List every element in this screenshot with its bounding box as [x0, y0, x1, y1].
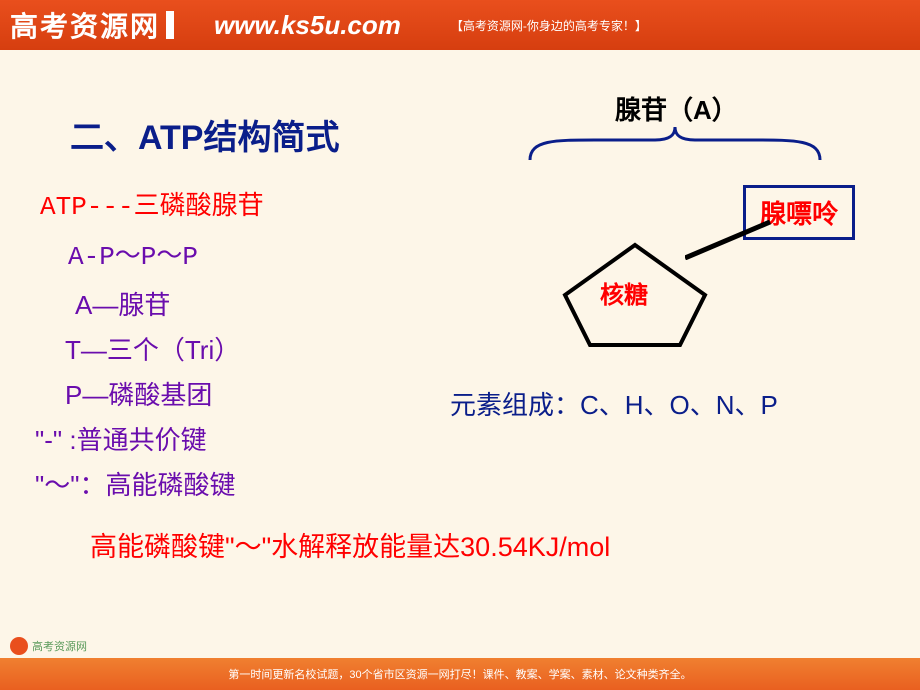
atp-label: ATP--- [40, 192, 134, 222]
adenosine-diagram: 腺苷（A） 腺嘌呤 核糖 [520, 90, 860, 320]
line-dash: "-" :普通共价键 [35, 420, 207, 457]
footer-logo: 高考资源网 [10, 637, 87, 655]
bond-line-icon [685, 220, 775, 260]
adenosine-label: 腺苷（A） [615, 90, 738, 127]
footer-bar-text: 第一时间更新名校试题，30个省市区资源一网打尽！课件、教案、学案、素材、论文种类… [228, 666, 691, 682]
header-logo-accent [166, 11, 174, 39]
footer-logo-text: 高考资源网 [32, 638, 87, 654]
header-tagline: 【高考资源网-你身边的高考专家！】 [451, 17, 647, 34]
atp-name: 三磷酸腺苷 [134, 190, 264, 220]
brace-icon [525, 125, 825, 165]
atp-subtitle: ATP---三磷酸腺苷 [40, 185, 264, 222]
elements-composition: 元素组成：C、H、O、N、P [450, 385, 778, 422]
bottom-note: 高能磷酸键"～"水解释放能量达30.54KJ/mol [90, 525, 610, 564]
ribose-label: 核糖 [600, 275, 648, 310]
line-p: P—磷酸基团 [65, 375, 212, 412]
header-logo-text: 高考资源网 [10, 5, 160, 45]
line-wave: "～"：高能磷酸键 [35, 465, 235, 502]
line-a: A—腺苷 [75, 285, 170, 322]
line-t: T—三个（Tri） [65, 330, 240, 367]
header-url: www.ks5u.com [214, 10, 401, 41]
atp-formula: A-P～P～P [68, 235, 198, 272]
footer-logo-icon [10, 637, 28, 655]
slide-content: 二、ATP结构简式 ATP---三磷酸腺苷 A-P～P～P A—腺苷 T—三个（… [0, 60, 920, 650]
slide-title: 二、ATP结构简式 [70, 110, 339, 159]
footer-bar: 第一时间更新名校试题，30个省市区资源一网打尽！课件、教案、学案、素材、论文种类… [0, 658, 920, 690]
header-bar: 高考资源网 www.ks5u.com 【高考资源网-你身边的高考专家！】 [0, 0, 920, 50]
